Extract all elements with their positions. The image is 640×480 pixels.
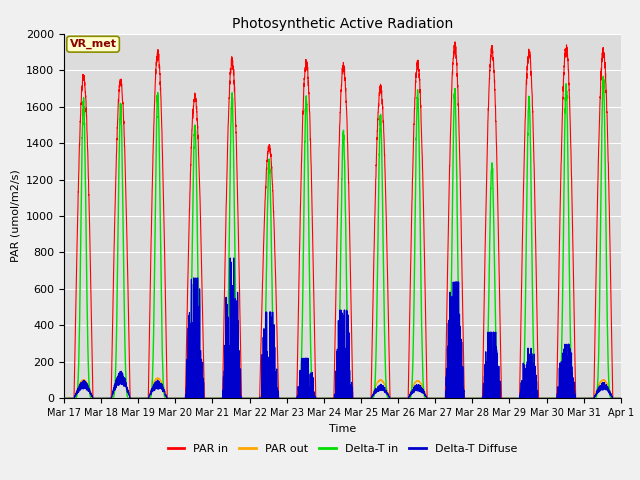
Legend: PAR in, PAR out, Delta-T in, Delta-T Diffuse: PAR in, PAR out, Delta-T in, Delta-T Dif… — [163, 440, 522, 458]
Y-axis label: PAR (umol/m2/s): PAR (umol/m2/s) — [11, 169, 20, 263]
Title: Photosynthetic Active Radiation: Photosynthetic Active Radiation — [232, 17, 453, 31]
Text: VR_met: VR_met — [70, 39, 116, 49]
X-axis label: Time: Time — [329, 424, 356, 433]
